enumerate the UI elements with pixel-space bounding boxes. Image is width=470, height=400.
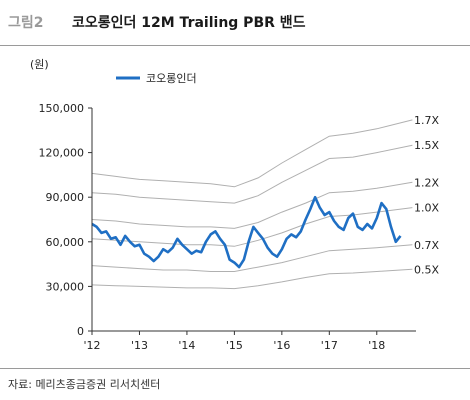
legend: 코오롱인더: [116, 72, 197, 85]
band-label: 1.2X: [414, 176, 439, 189]
source-note: 자료: 메리츠종금증권 리서치센터: [8, 378, 161, 391]
price-series: [91, 195, 402, 269]
band-line: [91, 144, 413, 204]
figure-number: 그림2: [8, 15, 44, 31]
x-tick-label: '18: [368, 339, 385, 352]
band-label: 1.5X: [414, 139, 439, 152]
pbr-band-chart: (원) 코오롱인더 0 30,000 60,000 90,000 120,000 150,…: [30, 58, 439, 352]
band-labels: 1.7X 1.5X 1.2X 1.0X 0.7X 0.5X: [414, 114, 439, 276]
y-axis-ticks: 0 30,000 60,000 90,000 120,000 150,000: [39, 102, 92, 338]
band-line: [91, 244, 413, 272]
footer-divider: [0, 368, 470, 369]
y-tick-label: 150,000: [39, 102, 85, 115]
y-tick-label: 0: [77, 325, 84, 338]
x-tick-label: '15: [226, 339, 243, 352]
band-line: [91, 181, 413, 229]
band-line: [91, 119, 413, 188]
x-axis-ticks: '12 '13 '14 '15 '16 '17 '18: [83, 331, 385, 352]
x-tick-label: '13: [131, 339, 148, 352]
band-label: 1.7X: [414, 114, 439, 127]
y-tick-label: 120,000: [39, 147, 85, 160]
band-label: 0.7X: [414, 239, 439, 252]
y-tick-label: 90,000: [46, 191, 85, 204]
x-tick-label: '17: [321, 339, 338, 352]
band-line: [91, 268, 413, 290]
band-line: [91, 207, 413, 247]
figure-title: 코오롱인더 12M Trailing PBR 밴드: [72, 15, 306, 31]
x-tick-label: '16: [273, 339, 290, 352]
pbr-bands: [91, 119, 413, 290]
y-axis-label: (원): [30, 58, 49, 71]
y-tick-label: 30,000: [46, 280, 85, 293]
legend-label: 코오롱인더: [146, 72, 197, 85]
y-tick-label: 60,000: [46, 236, 85, 249]
x-tick-label: '12: [83, 339, 100, 352]
x-tick-label: '14: [178, 339, 195, 352]
band-label: 0.5X: [414, 263, 439, 276]
band-label: 1.0X: [414, 202, 439, 215]
figure-header: 그림2 코오롱인더 12M Trailing PBR 밴드: [0, 0, 470, 46]
price-line: [91, 195, 402, 269]
